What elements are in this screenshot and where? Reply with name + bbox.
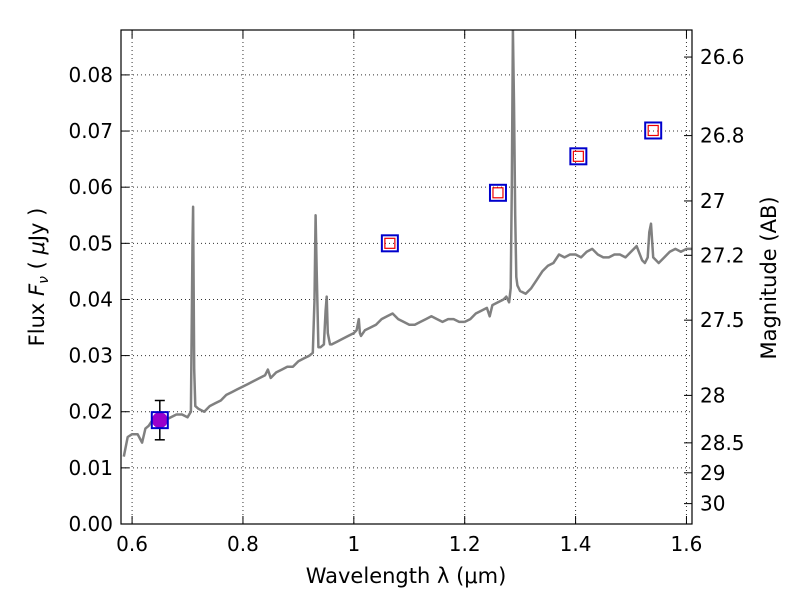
marker-layer [150,121,663,441]
y2-tick-label: 28.5 [700,431,745,455]
grid-lines [121,30,692,525]
y2-tick-label: 29 [700,461,725,485]
y2-tick-label: 26.8 [700,124,745,148]
y2-tick-label: 30 [700,492,725,516]
y-tick-label: 0.06 [68,175,113,199]
y-tick-label: 0.04 [68,287,113,311]
y-tick-label: 0.00 [68,512,113,536]
x-tick-label: 1.6 [671,532,703,556]
model-inner-square [384,237,396,249]
model-square-marker [644,121,663,140]
model-inner-square [492,187,504,199]
y2-tick-label: 26.6 [700,45,745,69]
x-tick-label: 1.2 [449,532,481,556]
y-tick-label: 0.07 [68,119,113,143]
x-tick-label: 0.6 [116,532,148,556]
tick-layer: 0.6 0.8 1 1.2 1.4 1.6 0.00 0.01 0.02 0.03 0.04 0.05… [68,30,745,556]
y-tick-label: 0.05 [68,231,113,255]
y-label-prefix: Flux [25,296,49,346]
y-label-unit: Jy ) [25,208,49,244]
x-tick-label: 1 [347,532,360,556]
model-square-marker [569,147,588,166]
y2-tick-label: 27 [700,189,725,213]
model-square-marker [380,234,399,253]
y-label-sub: ν [36,276,52,284]
y-label-mu: μ [25,241,49,255]
model-square-marker [150,411,169,430]
spectrum-line [122,30,692,457]
y-tick-label: 0.03 [68,344,113,368]
y-label-var: F [25,283,49,296]
y-tick-label: 0.08 [68,63,113,87]
spectrum-layer [122,30,692,457]
y2-axis-label: Magnitude (AB) [757,196,781,359]
x-axis-label: Wavelength λ (μm) [306,564,507,588]
model-inner-square [647,124,659,137]
observed-point [151,412,168,429]
y2-tick-label: 27.5 [700,308,745,332]
model-square-marker [488,183,507,202]
y2-tick-label: 27.2 [700,243,745,267]
x-tick-label: 1.4 [560,532,592,556]
y2-tick-label: 28 [700,383,725,407]
model-inner-square [572,150,584,162]
plot-frame [120,29,693,525]
y-tick-label: 0.02 [68,400,113,424]
x-tick-label: 0.8 [227,532,259,556]
y-label-open: ( [25,255,49,277]
y-axis-label: Flux Fν ( μJy ) [25,208,52,347]
y-tick-label: 0.01 [68,456,113,480]
